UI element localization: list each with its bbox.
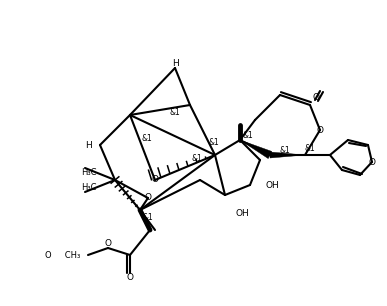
Text: &1: &1: [209, 137, 219, 147]
Text: O: O: [144, 193, 151, 203]
Text: O: O: [312, 92, 320, 102]
Text: &1: &1: [192, 154, 202, 162]
Text: H: H: [171, 59, 178, 68]
Text: &1: &1: [280, 145, 290, 155]
Text: O: O: [368, 158, 375, 166]
Text: H₃C: H₃C: [82, 184, 97, 192]
Polygon shape: [240, 140, 272, 159]
Text: &1: &1: [142, 133, 152, 143]
Text: O: O: [104, 238, 111, 248]
Polygon shape: [270, 152, 305, 158]
Text: OH: OH: [266, 181, 280, 189]
Text: H₃C: H₃C: [82, 167, 97, 177]
Text: O: O: [317, 125, 324, 135]
Text: &1: &1: [170, 107, 180, 117]
Text: O     CH₃: O CH₃: [45, 251, 80, 259]
Text: OH: OH: [235, 208, 249, 218]
Text: O: O: [127, 274, 134, 282]
Text: &1: &1: [243, 130, 253, 140]
Text: &1: &1: [143, 214, 153, 222]
Text: H: H: [85, 140, 92, 150]
Text: O: O: [151, 176, 159, 185]
Text: &1: &1: [305, 144, 315, 152]
